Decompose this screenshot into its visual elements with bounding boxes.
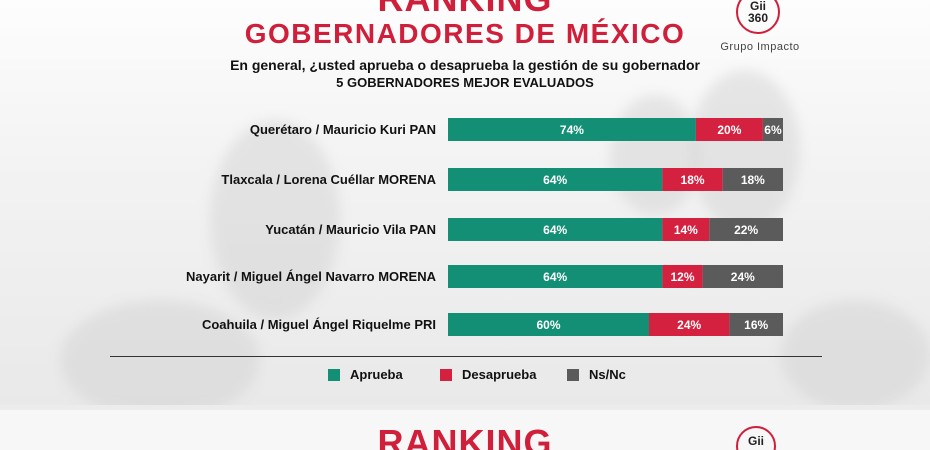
- data-label: 24%: [677, 318, 701, 332]
- logo-text-gii: Gii: [747, 434, 764, 448]
- bar-segment-aprueba: [448, 168, 663, 191]
- bar-segment-desaprueba: [695, 118, 763, 141]
- chart-subtitle: 5 GOBERNADORES MEJOR EVALUADOS: [336, 75, 594, 90]
- logo-text-360: 360: [747, 11, 769, 25]
- legend-item-nsnc: Ns/Nc: [567, 367, 626, 382]
- bar-segment-desaprueba: [649, 313, 730, 336]
- logo-text-gii: Gii: [749, 0, 766, 13]
- survey-question: En general, ¿usted aprueba o desaprueba …: [230, 57, 700, 73]
- legend-swatch: [440, 368, 452, 381]
- category-label: Nayarit / Miguel Ángel Navarro MORENA: [186, 269, 437, 284]
- ranking-title: RANKING: [0, 0, 930, 20]
- bar-segment-nsnc: [722, 168, 783, 191]
- bar-segment-nsnc: [729, 313, 783, 336]
- category-label: Coahuila / Miguel Ángel Riquelme PRI: [202, 317, 436, 332]
- data-label: 6%: [764, 123, 782, 137]
- legend-swatch: [328, 368, 340, 381]
- data-label: 12%: [670, 270, 694, 284]
- bar-segment-desaprueba: [662, 218, 710, 241]
- legend-item-aprueba: Aprueba: [328, 367, 403, 382]
- data-label: 18%: [681, 173, 705, 187]
- data-label: 14%: [674, 223, 698, 237]
- data-label: 24%: [731, 270, 755, 284]
- bar-segment-desaprueba: [662, 265, 703, 288]
- legend-item-desaprueba: Desaprueba: [440, 367, 536, 382]
- page-title: GOBERNADORES DE MÉXICO: [244, 18, 686, 49]
- bar-segment-aprueba: [448, 118, 696, 141]
- category-label: Querétaro / Mauricio Kuri PAN: [250, 122, 436, 137]
- legend-label: Aprueba: [350, 367, 403, 382]
- data-label: 60%: [536, 318, 560, 332]
- stacked-bar-chart: Querétaro / Mauricio Kuri PAN 74% 20% 6% Tla…: [186, 118, 783, 336]
- data-label: 74%: [560, 123, 584, 137]
- data-label: 64%: [543, 223, 567, 237]
- legend-divider: [110, 356, 822, 357]
- data-label: 18%: [741, 173, 765, 187]
- legend-label: Ns/Nc: [589, 367, 626, 382]
- bar-segment-aprueba: [448, 313, 649, 336]
- logo-caption: Grupo Impacto: [720, 41, 800, 53]
- next-ranking-title: RANKING: [377, 422, 553, 450]
- bar-segment-nsnc: [702, 265, 783, 288]
- category-label: Tlaxcala / Lorena Cuéllar MORENA: [221, 172, 436, 187]
- gii360-logo: Gii 360: [736, 0, 780, 34]
- background-hand-silhouette: [610, 95, 700, 215]
- background-hand-silhouette: [690, 70, 800, 230]
- data-label: 22%: [734, 223, 758, 237]
- bar-segment-nsnc: [762, 118, 783, 141]
- bar-segment-nsnc: [709, 218, 783, 241]
- data-label: 64%: [543, 173, 567, 187]
- legend-label: Desaprueba: [462, 367, 537, 382]
- background-person-silhouette: [210, 120, 340, 320]
- next-ranking-card-preview: RANKING Gii: [0, 410, 930, 450]
- data-label: 16%: [744, 318, 768, 332]
- bar-segment-aprueba: [448, 265, 663, 288]
- background-person-silhouette: [780, 300, 930, 405]
- background-person-silhouette: [60, 300, 260, 405]
- bar-segment-aprueba: [448, 218, 663, 241]
- legend-swatch: [567, 368, 579, 381]
- bar-segment-desaprueba: [662, 168, 723, 191]
- ranking-card: RANKING GOBERNADORES DE MÉXICO En genera…: [0, 0, 930, 405]
- data-label: 64%: [543, 270, 567, 284]
- data-label: 20%: [717, 123, 741, 137]
- category-label: Yucatán / Mauricio Vila PAN: [265, 222, 436, 237]
